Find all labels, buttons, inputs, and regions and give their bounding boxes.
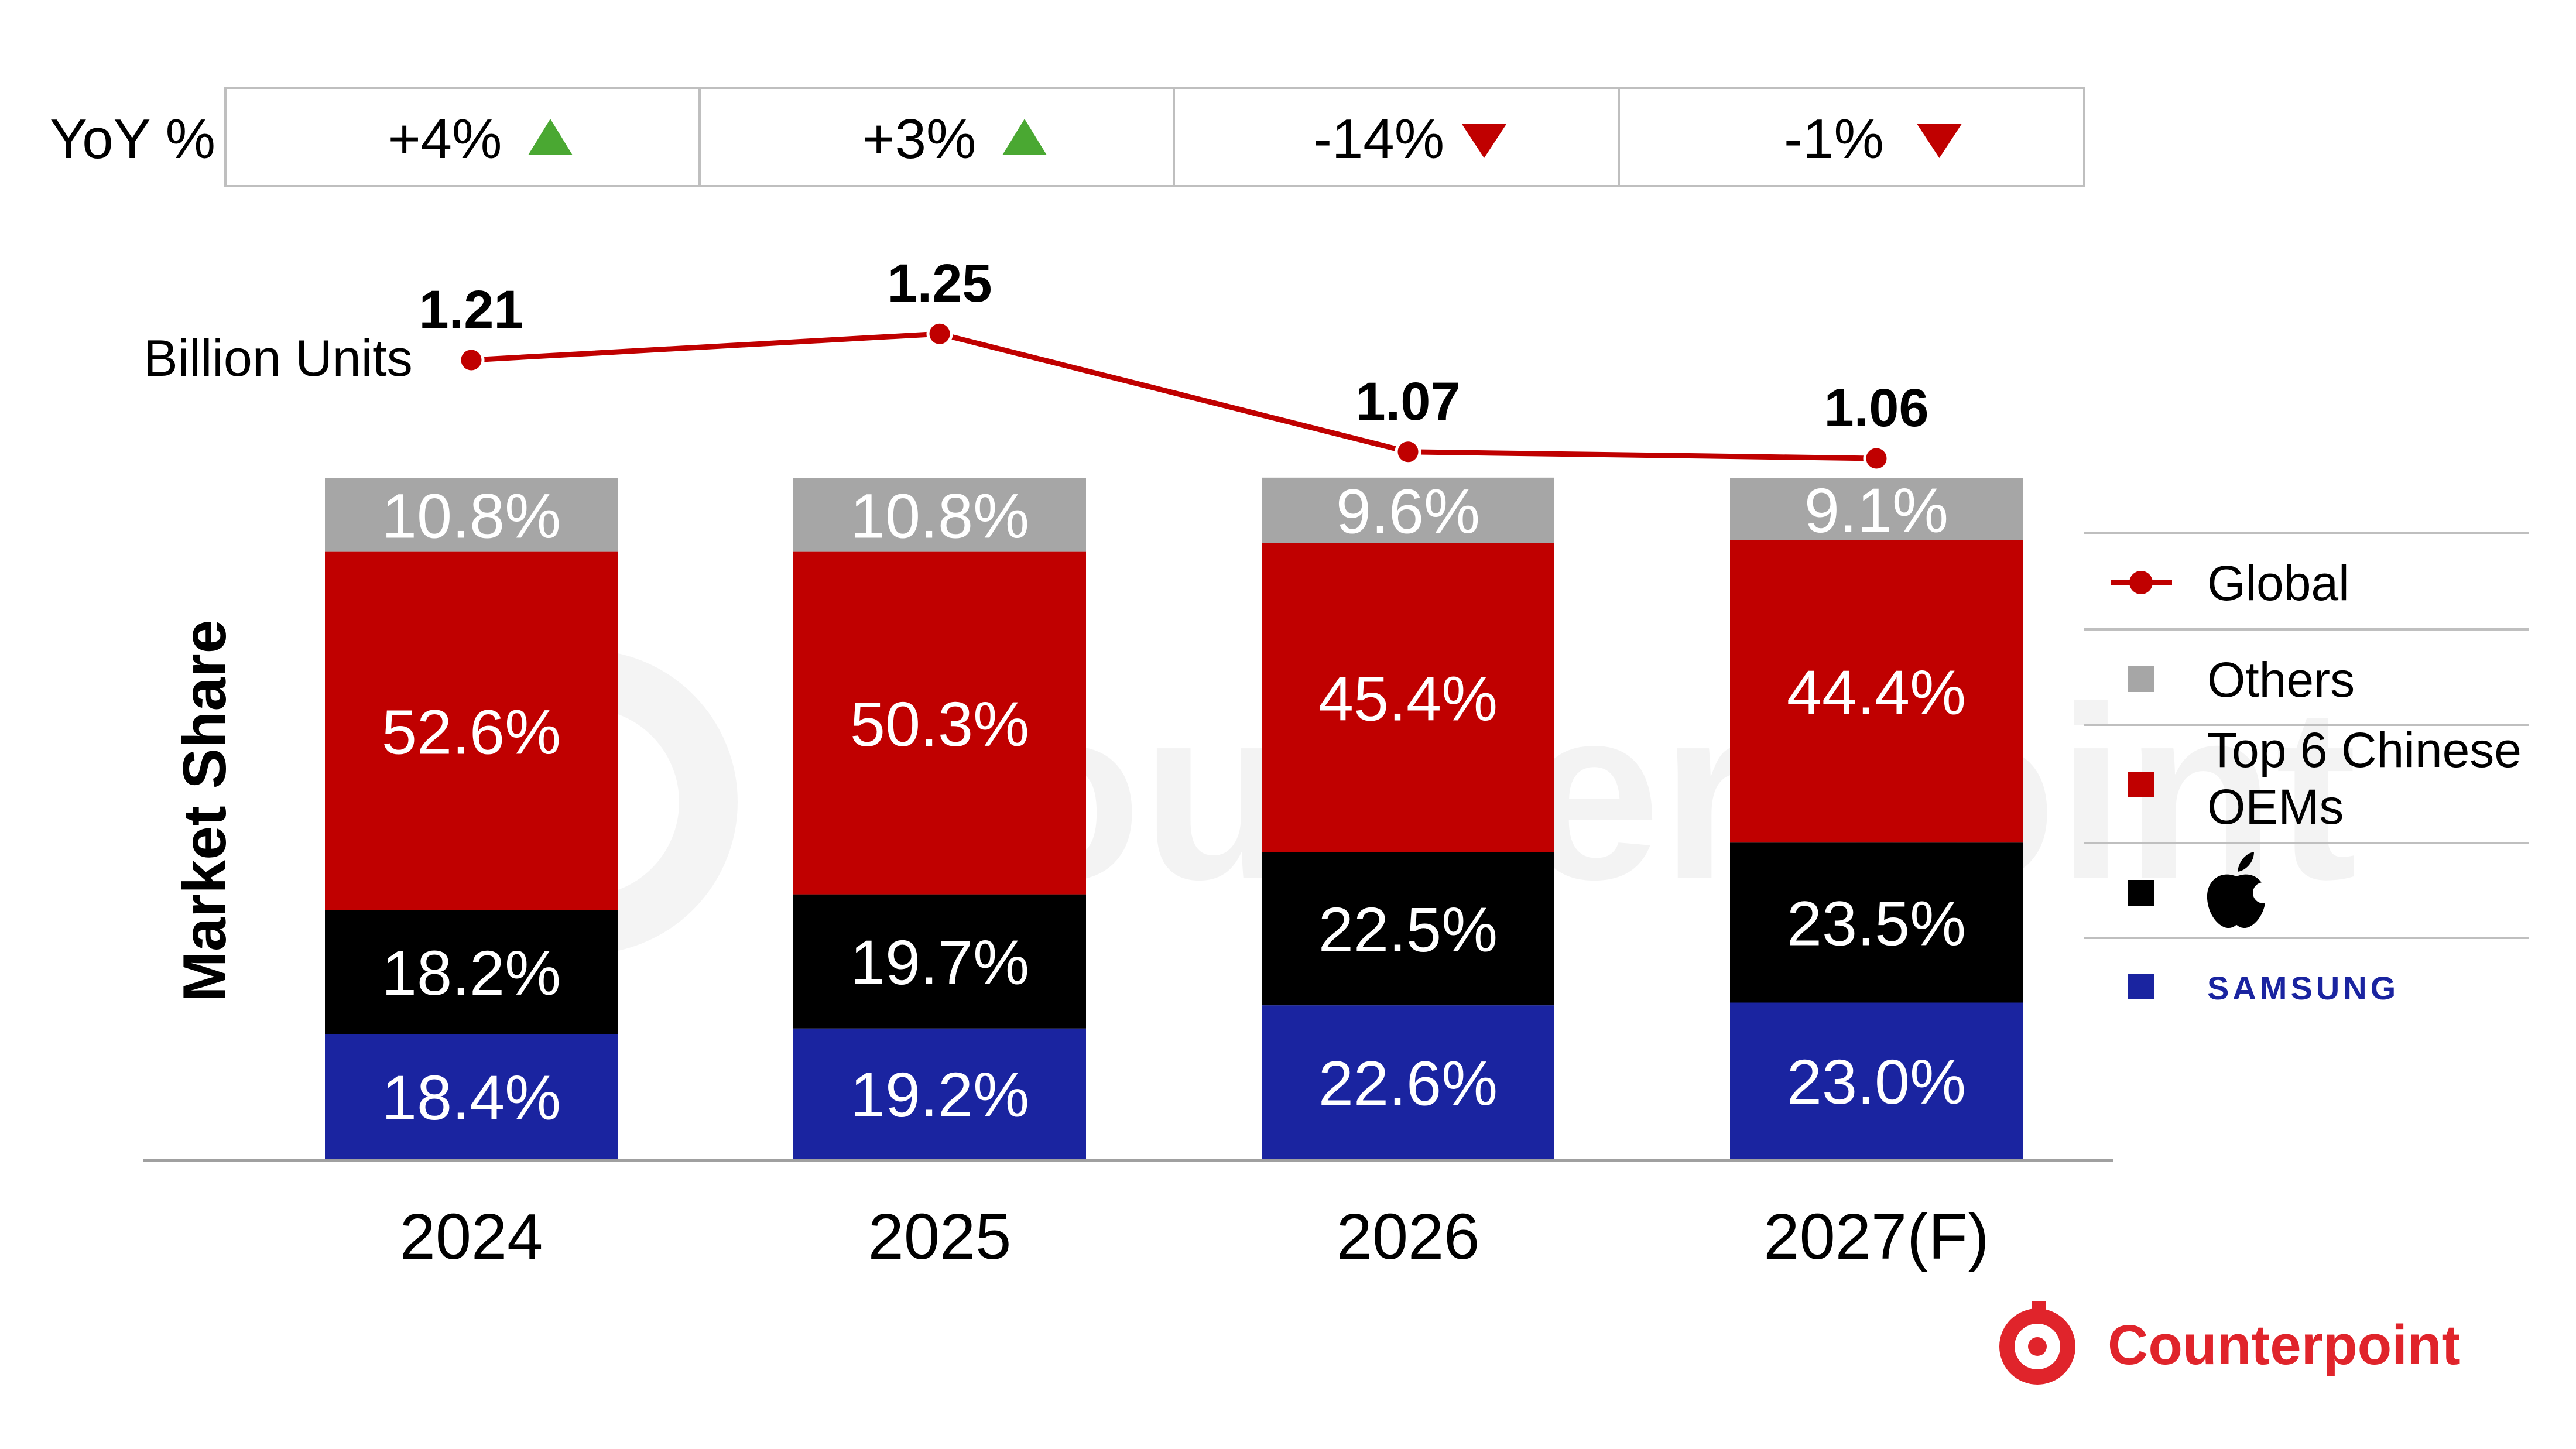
legend-label: Top 6 Chinese [2207,722,2522,777]
data-label: 45.4% [1318,663,1498,734]
legend-label: Others [2207,652,2355,707]
line-point [926,320,953,347]
bar-segment-others-2024 [325,478,618,552]
arrow-up-icon [1002,119,1047,155]
data-label: 23.5% [1787,888,1966,959]
legend-marker-square [2128,974,2154,999]
bar-segment-apple-2024 [325,910,618,1034]
data-label: 50.3% [850,688,1029,759]
data-label: 9.6% [1336,476,1480,547]
brand-logo-text: Counterpoint [2108,1314,2461,1376]
legend-marker-dot [2129,571,2153,594]
yoy-row-label: YoY % [50,108,215,170]
data-label: 23.0% [1787,1046,1966,1117]
bar-segment-others-2025 [793,478,1086,552]
yoy-value: -14% [1313,108,1444,170]
bar-segment-samsung-2027f [1730,1002,2023,1159]
line-value-label: 1.06 [1824,378,1928,438]
yoy-table: YoY % +4% +3% -14% -1% [50,87,2085,187]
line-value-label: 1.21 [419,280,523,340]
brand-logo: Counterpoint [1999,1301,2461,1385]
line-point [1863,445,1890,472]
x-tick-label: 2025 [868,1201,1012,1273]
bar-segment-apple-2026 [1262,852,1554,1006]
legend-label: OEMs [2207,779,2344,834]
data-label: 52.6% [382,696,561,767]
data-label: 19.7% [850,927,1029,998]
arrow-up-icon [528,119,573,155]
legend-marker-square [2128,666,2154,692]
data-label: 44.4% [1787,657,1966,728]
counterpoint-logo-icon [1999,1301,2075,1385]
yoy-value: +4% [388,108,502,170]
data-label: 18.2% [382,937,561,1008]
bar-segment-samsung-2026 [1262,1005,1554,1159]
x-axis-ticks: 2024 2025 2026 2027(F) [400,1201,1989,1273]
bar-segment-samsung-2025 [793,1028,1086,1159]
legend-marker-square [2128,772,2154,797]
data-label: 10.8% [382,481,561,551]
data-label: 18.4% [382,1062,561,1133]
bar-segment-top-6-chinese-oems-2025 [793,551,1086,895]
x-tick-label: 2024 [400,1201,543,1273]
bar-segment-samsung-2024 [325,1034,618,1159]
x-tick-label: 2027(F) [1763,1201,1989,1273]
data-label: 22.5% [1318,894,1498,965]
line-value-label: 1.25 [887,254,992,313]
bar-segment-apple-2025 [793,894,1086,1029]
yoy-table-border [224,87,2085,187]
x-tick-label: 2026 [1337,1201,1480,1273]
data-label: 19.2% [850,1059,1029,1130]
bar-segment-top-6-chinese-oems-2024 [325,551,618,910]
arrow-down-icon [1462,124,1506,158]
stacked-bars: 18.4% 18.2% 52.6% 10.8% 19.2% 19.7% 50.3% 10.8%… [325,475,2023,1159]
legend-label: Global [2207,556,2349,611]
global-units-line: 1.21 1.25 1.07 1.06 [419,254,1929,472]
line-path [471,331,1877,461]
bar-segment-apple-2027f [1730,842,2023,1003]
arrow-down-icon [1917,124,1962,158]
line-point [458,347,485,374]
line-value-label: 1.07 [1355,372,1460,431]
legend-label-samsung: SAMSUNG [2207,970,2399,1006]
apple-logo-icon [2207,852,2274,928]
bar-segment-others-2027f [1730,478,2023,540]
data-label: 9.1% [1804,475,1948,546]
legend-marker-square [2128,880,2154,906]
bar-segment-others-2026 [1262,477,1554,543]
line-units-label: Billion Units [143,329,413,387]
data-label: 10.8% [850,481,1029,551]
bar-segment-top-6-chinese-oems-2026 [1262,543,1554,852]
y-axis-label: Market Share [171,619,239,1002]
bar-segment-top-6-chinese-oems-2027f [1730,540,2023,843]
yoy-value: -1% [1784,108,1884,170]
line-point [1395,439,1421,465]
yoy-value: +3% [862,108,977,170]
data-label: 22.6% [1318,1047,1498,1118]
